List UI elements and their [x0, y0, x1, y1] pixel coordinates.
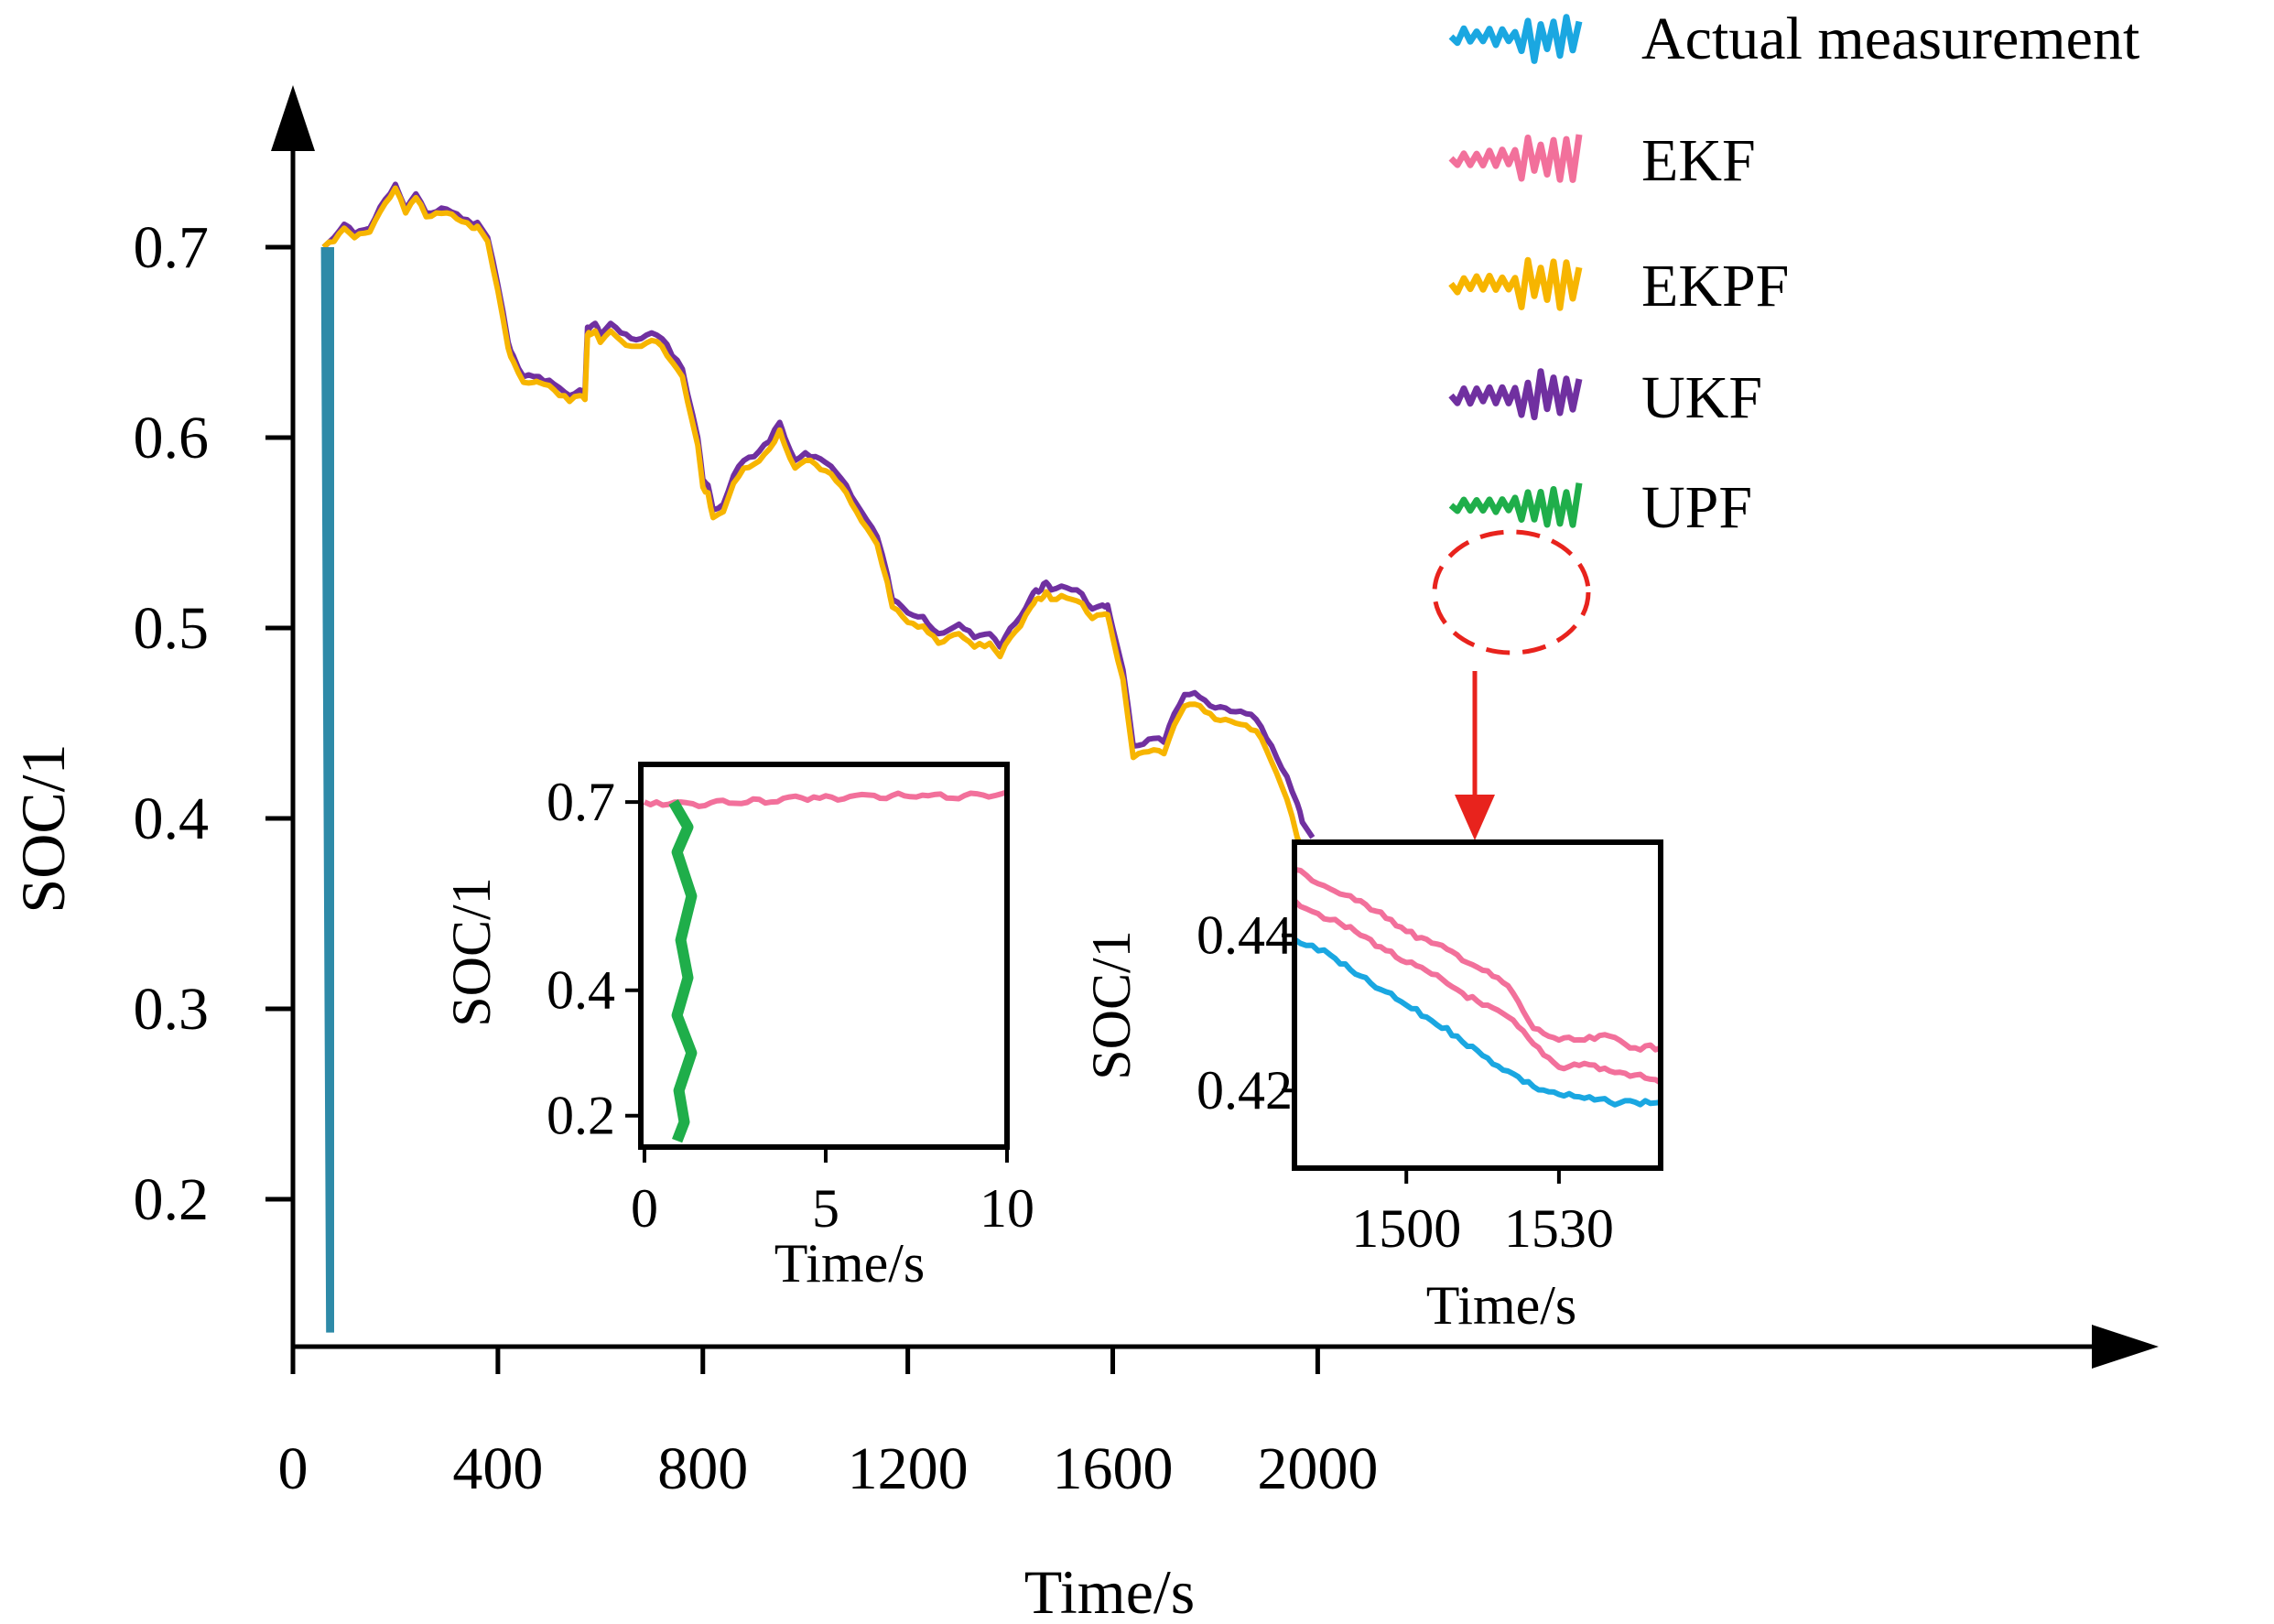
legend-swatch-upf [1448, 482, 1583, 528]
inset-initial-ticks-group: 0 5 10 0.2 0.4 0.7 [547, 772, 1034, 1239]
inset-initial-series-ekf-line [643, 789, 1007, 809]
inset-initial-chart: 0 5 10 0.2 0.4 0.7 Time/s SOC/1 [441, 762, 1034, 1294]
main-initial-drop-line [320, 246, 334, 1333]
inset-zoom-x-tick-label: 1500 [1351, 1198, 1461, 1259]
main-x-axis-arrow [2092, 1325, 2159, 1369]
main-x-axis-label: Time/s [1024, 1557, 1195, 1624]
inset-zoom-y-tick-label: 0.42 [1197, 1060, 1293, 1121]
inset-zoom-ticks-group: 1500 1530 0.42 0.44 [1197, 905, 1614, 1259]
inset-zoom-x-tick-label: 1530 [1504, 1198, 1614, 1259]
main-y-tick-label: 0.7 [134, 214, 210, 281]
inset-initial-background [641, 764, 1007, 1147]
main-x-tick-label: 0 [278, 1435, 309, 1502]
main-x-tick-label: 400 [452, 1435, 543, 1502]
inset-zoom-y-tick-label: 0.44 [1197, 905, 1293, 966]
main-y-tick-label: 0.4 [134, 785, 210, 852]
inset-initial-y-tick-label: 0.4 [547, 960, 615, 1021]
inset-initial-y-axis-label: SOC/1 [441, 877, 502, 1026]
inset-zoom-frame [1292, 839, 1663, 1171]
legend-label-upf: UPF [1641, 474, 1752, 541]
legend-label-actual-measurement: Actual measurement [1641, 5, 2139, 72]
inset-initial-y-tick-label: 0.2 [547, 1086, 615, 1146]
main-y-tick-label: 0.5 [134, 595, 210, 662]
main-x-tick-label: 2000 [1257, 1435, 1378, 1502]
zoom-arrow-head [1455, 795, 1495, 840]
zoom-highlight-ellipse [1432, 529, 1591, 655]
main-series-group [320, 181, 1316, 1333]
main-series-ekpf-line [321, 185, 1316, 873]
main-series-ukf-line [321, 181, 1316, 839]
inset-zoom-series-ekf-line-2 [1294, 898, 1661, 1086]
inset-initial-x-tick-label: 0 [631, 1178, 658, 1239]
main-y-tick-label: 0.2 [134, 1166, 210, 1233]
main-chart: 0 400 800 1200 1600 2000 0.2 0.3 0.4 0.5 0.6 0.7 Ti… [8, 85, 2159, 1624]
legend-label-ekf: EKF [1641, 127, 1756, 194]
legend-swatch-actual-measurement [1448, 14, 1583, 64]
main-x-tick-label: 1200 [848, 1435, 969, 1502]
main-y-axis-arrow [271, 85, 315, 151]
legend-label-ukf: UKF [1641, 364, 1762, 431]
main-y-tick-label: 0.3 [134, 976, 210, 1043]
legend-swatch-ekpf [1448, 256, 1583, 311]
legend-label-ekpf: EKPF [1641, 253, 1789, 319]
legend: Actual measurement EKF EKPF UKF UPF [1448, 5, 2139, 541]
inset-zoom-chart: 1500 1530 0.42 0.44 Time/s SOC/1 [1081, 839, 1663, 1336]
inset-zoom-series-actual-measurement-line-3 [1294, 937, 1661, 1108]
main-x-tick-label: 800 [657, 1435, 748, 1502]
main-x-tick-label: 1600 [1053, 1435, 1174, 1502]
inset-zoom-series-ekf-line-1 [1294, 866, 1661, 1053]
inset-initial-x-axis-label: Time/s [774, 1233, 926, 1294]
inset-initial-y-tick-label: 0.7 [547, 772, 615, 832]
inset-zoom-background [1294, 842, 1661, 1168]
inset-initial-x-tick-label: 10 [980, 1178, 1034, 1239]
inset-zoom-series-group [1294, 866, 1661, 1108]
zoom-marker [1432, 529, 1591, 840]
inset-zoom-y-axis-label: SOC/1 [1081, 930, 1142, 1079]
inset-initial-x-tick-label: 5 [812, 1178, 839, 1239]
legend-swatch-ukf [1448, 368, 1583, 421]
legend-swatch-ekf [1448, 134, 1583, 183]
inset-initial-series-upf-line [668, 799, 698, 1143]
inset-initial-series-group [643, 789, 1007, 1143]
inset-zoom-x-axis-label: Time/s [1426, 1275, 1577, 1336]
main-ticks-group: 0 400 800 1200 1600 2000 0.2 0.3 0.4 0.5 0.6 0.7 [134, 214, 1379, 1502]
main-y-tick-label: 0.6 [134, 405, 210, 471]
main-y-axis-label: SOC/1 [8, 743, 78, 913]
